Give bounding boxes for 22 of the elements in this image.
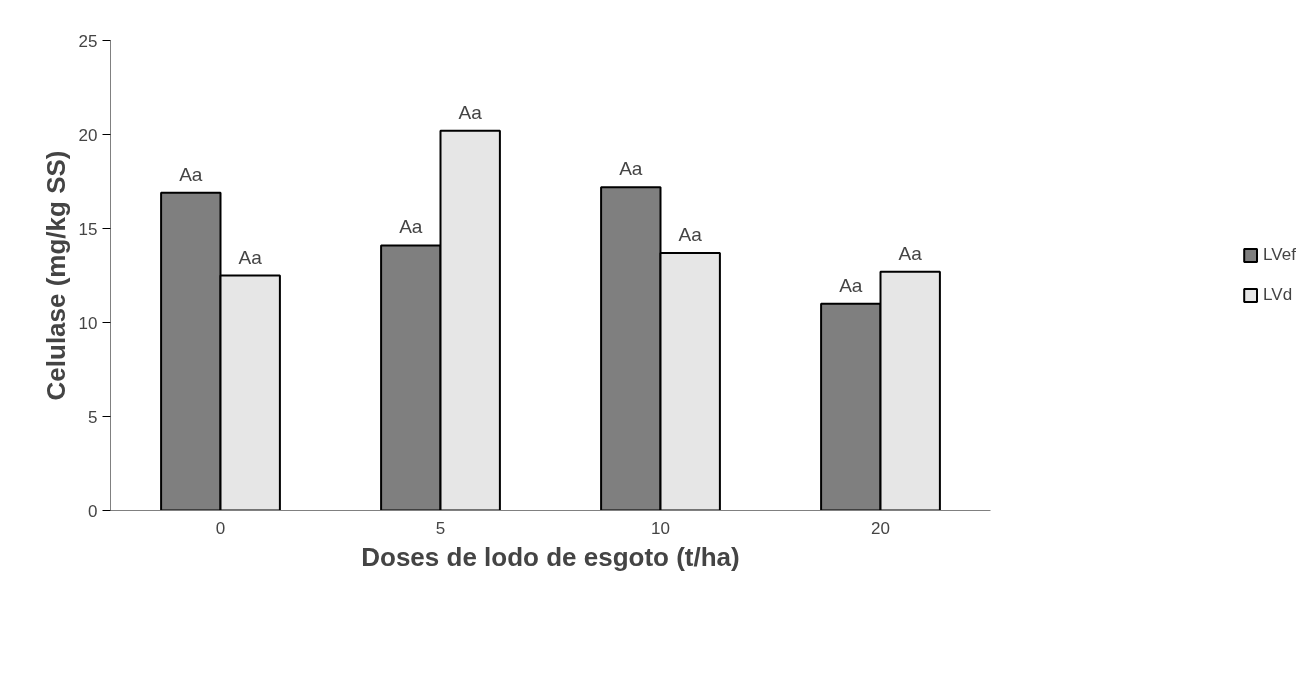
y-tick-label: 25 [78,31,98,51]
data-label: Aa [238,246,263,268]
y-tick-label: 10 [78,313,98,333]
y-tick-label: 0 [88,501,98,521]
x-tick-label: 10 [651,518,670,538]
legend-label: LVd [1263,285,1293,305]
data-label: Aa [399,216,423,238]
y-tick-label: 20 [78,125,98,145]
x-tick-label: 5 [435,518,446,538]
data-label: Aa [179,163,203,185]
x-tick-label: 20 [871,518,890,538]
y-tick-label: 5 [88,407,98,427]
data-label: Aa [619,158,643,180]
data-label: Aa [898,242,923,264]
x-tick-label: 0 [215,518,226,538]
legend-label: LVef [1263,245,1296,265]
x-axis-title: Doses de lodo de esgoto (t/ha) [361,541,740,572]
data-label: Aa [678,223,703,245]
y-tick-label: 15 [78,219,98,239]
data-label: Aa [458,101,483,123]
y-axis-title: Celulase (mg/kg SS) [40,150,71,401]
data-label: Aa [839,274,863,296]
